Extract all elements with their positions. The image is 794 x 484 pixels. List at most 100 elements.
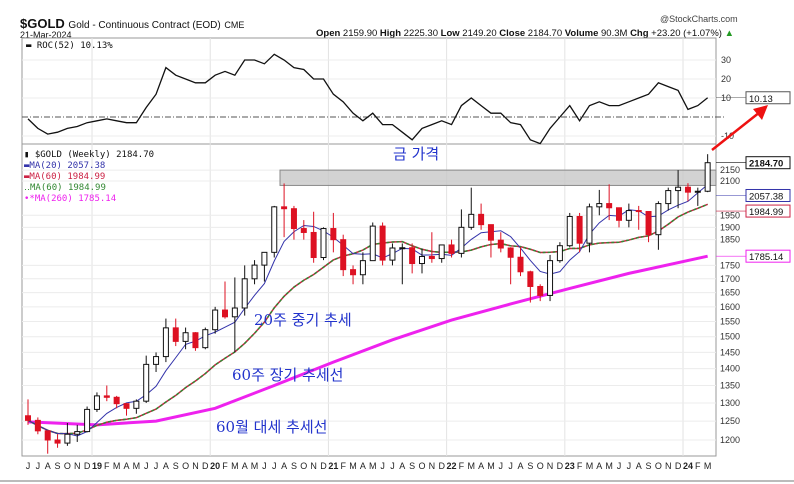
candle-body [143, 363, 150, 402]
x-tick-label: M [133, 461, 141, 471]
price-tick-label: 1450 [720, 347, 740, 357]
x-tick-label: J [508, 461, 513, 471]
x-tick-label: N [310, 461, 317, 471]
candle-body [359, 260, 366, 276]
open-value: 2159.90 [342, 28, 378, 39]
close-value: 2184.70 [527, 28, 563, 39]
ma20-value-tag-box [745, 188, 791, 202]
x-tick-label: A [478, 461, 484, 471]
price-tick-label: 1650 [720, 288, 740, 298]
x-tick-label: S [527, 461, 533, 471]
chg-label: Chg [630, 28, 649, 39]
x-tick-label: F [695, 461, 701, 471]
candle-body [547, 260, 554, 296]
candle-body [172, 327, 179, 342]
candle-body [350, 269, 357, 276]
x-tick-label: M [113, 461, 121, 471]
annotation-ma260: 60월 대세 추세선 [216, 418, 328, 436]
x-tick-label: A [163, 461, 169, 471]
high-value: 2225.30 [403, 28, 438, 39]
x-tick-label: A [45, 461, 51, 471]
candle-body [487, 224, 494, 241]
close-value-tag-box [745, 156, 791, 170]
price-tick-label: 1400 [720, 364, 740, 374]
x-tick-label: J [380, 461, 385, 471]
candle-body [330, 228, 337, 241]
x-tick-label: M [487, 461, 495, 471]
x-tick-label: 22 [447, 461, 457, 471]
candle-body [675, 186, 682, 192]
ma60-value-tag: 1984.99 [749, 207, 783, 218]
candle-body [537, 285, 544, 296]
candle-body [694, 190, 701, 193]
candle-body [54, 439, 61, 444]
low-label: Low [440, 28, 460, 39]
x-tick-label: M [704, 461, 712, 471]
close-value-tag: 2184.70 [749, 159, 783, 170]
candle-body [25, 415, 31, 421]
ma60-value-tag-box [745, 204, 791, 218]
x-tick-label: M [369, 461, 377, 471]
x-tick-label: F [104, 461, 110, 471]
x-tick-label: M [251, 461, 259, 471]
candle-body [507, 247, 514, 258]
candle-body [625, 210, 632, 221]
price-tick-label: 1300 [720, 398, 740, 408]
roc-value-tag: 10.13 [749, 94, 773, 105]
annotation-ma20: 20주 중기 추세 [254, 311, 352, 329]
x-tick-label: J [154, 461, 159, 471]
x-tick-label: J [144, 461, 149, 471]
high-label: High [379, 28, 402, 39]
x-tick-label: J [617, 461, 622, 471]
x-tick-label: A [281, 461, 287, 471]
candle-body [133, 400, 140, 409]
candle-body [497, 239, 504, 249]
x-tick-label: N [192, 461, 199, 471]
price-tick-label: 2100 [720, 176, 740, 186]
x-tick-label: 20 [210, 461, 220, 471]
red-arrow-shaft [711, 111, 761, 151]
candle-body [576, 215, 583, 244]
price-legend-text: $GOLD (Weekly) 2184.70 [34, 150, 155, 160]
roc-tick-label: -10 [721, 131, 734, 141]
candle-body [409, 247, 416, 265]
x-tick-label: M [468, 461, 476, 471]
low-value: 2149.20 [462, 28, 497, 39]
ma260-value-tag-box [745, 249, 791, 263]
candle-body [684, 186, 691, 193]
price-tick-label: 1350 [720, 380, 740, 390]
roc-panel [21, 37, 717, 145]
x-tick-label: S [291, 461, 297, 471]
candle-body [64, 433, 71, 444]
candle-body [162, 327, 169, 358]
x-tick-label: A [517, 461, 523, 471]
price-tick-label: 1950 [720, 210, 740, 220]
volume-label: Volume [564, 28, 599, 39]
x-tick-label: M [586, 461, 594, 471]
x-tick-label: 24 [683, 461, 693, 471]
candle-body [556, 245, 563, 262]
x-tick-label: F [459, 461, 465, 471]
candle-body [222, 309, 228, 318]
candle-body [202, 329, 209, 349]
ma260-legend-text: MA(260) 1785.14 [34, 194, 117, 204]
candle-body [241, 278, 248, 309]
ma60-legend: ▬MA(60) 1984.99 [24, 172, 106, 182]
candle-body [300, 228, 307, 233]
close-label: Close [499, 28, 526, 39]
x-tick-label: S [409, 461, 415, 471]
exchange: CME [224, 20, 245, 30]
x-tick-label: D [438, 461, 445, 471]
candle-body [606, 203, 613, 209]
x-tick-label: F [340, 461, 346, 471]
price-tick-label: 2150 [720, 165, 740, 175]
candle-body [566, 215, 573, 247]
price-tick-label: 1250 [720, 416, 740, 426]
candle-body [113, 396, 120, 405]
candle-body [665, 190, 672, 205]
candle-body [478, 213, 485, 226]
roc-value-tag-box [745, 91, 791, 105]
x-tick-label: A [123, 461, 129, 471]
roc-line [27, 53, 709, 145]
